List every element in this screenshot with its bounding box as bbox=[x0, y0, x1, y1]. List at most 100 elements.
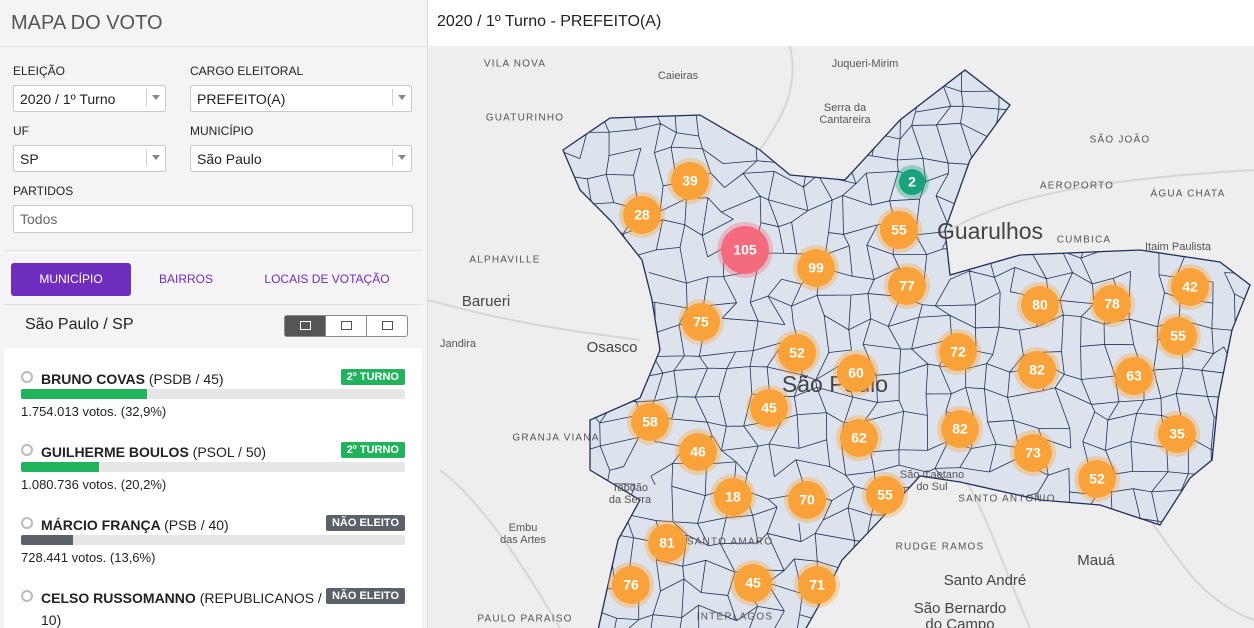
select[interactable]: SP bbox=[13, 145, 166, 172]
cluster[interactable]: 2 bbox=[895, 165, 929, 199]
vote-bar-track bbox=[21, 535, 405, 545]
place-label: GRANJA VIANA bbox=[512, 433, 599, 444]
place-label: RUDGE RAMOS bbox=[896, 542, 985, 553]
cluster-circle bbox=[1158, 415, 1196, 453]
cluster[interactable]: 77 bbox=[884, 263, 930, 309]
cluster[interactable]: 58 bbox=[627, 399, 673, 445]
cluster[interactable]: 60 bbox=[833, 350, 879, 396]
cluster-count: 55 bbox=[877, 487, 893, 503]
app-title: MAPA DO VOTO bbox=[11, 12, 163, 34]
cluster[interactable]: 42 bbox=[1167, 264, 1213, 310]
cluster-count: 52 bbox=[789, 345, 805, 361]
cluster[interactable]: 55 bbox=[1155, 313, 1201, 359]
select-value: PREFEITO(A) bbox=[197, 91, 286, 107]
cluster-circle bbox=[648, 524, 686, 562]
status-badge: NÃO ELEITO bbox=[325, 515, 405, 531]
cluster[interactable]: 82 bbox=[1014, 347, 1060, 393]
cluster[interactable]: 78 bbox=[1089, 281, 1135, 327]
cluster[interactable]: 35 bbox=[1154, 411, 1200, 457]
place-label: da Serra bbox=[609, 494, 652, 506]
place-label: Embu bbox=[509, 522, 538, 534]
place-label: Itaim Paulista bbox=[1145, 241, 1212, 253]
cluster[interactable]: 71 bbox=[794, 562, 840, 608]
view-button[interactable] bbox=[285, 316, 326, 336]
cluster[interactable]: 45 bbox=[746, 385, 792, 431]
cluster-count: 45 bbox=[745, 575, 761, 591]
cluster-count: 63 bbox=[1126, 368, 1142, 384]
party-input[interactable]: Todos bbox=[13, 205, 413, 233]
place-label: Serra da bbox=[824, 102, 867, 114]
cluster[interactable]: 80 bbox=[1017, 282, 1063, 328]
cluster[interactable]: 75 bbox=[678, 299, 724, 345]
vote-bar-track bbox=[21, 389, 405, 399]
vote-count: 1.080.736 votos. (20,2%) bbox=[21, 477, 167, 492]
cluster-count: 81 bbox=[659, 535, 675, 551]
cluster[interactable]: 52 bbox=[774, 330, 820, 376]
cluster-circle bbox=[939, 333, 977, 371]
select-arrow bbox=[146, 89, 165, 106]
cluster[interactable]: 52 bbox=[1074, 456, 1120, 502]
map[interactable]: VILA NOVA Caieiras Juqueri-Mirim GUATURINHO… bbox=[428, 46, 1254, 628]
cluster[interactable]: 73 bbox=[1010, 430, 1056, 476]
tab-municipio[interactable]: MUNICÍPIO bbox=[11, 263, 131, 296]
cluster-circle bbox=[1159, 317, 1197, 355]
cluster[interactable]: 70 bbox=[784, 477, 830, 523]
cluster-circle bbox=[721, 226, 769, 274]
place-label: SANTO ANTONIO bbox=[958, 494, 1055, 505]
cluster[interactable]: 82 bbox=[937, 406, 983, 452]
cluster-circle bbox=[880, 211, 918, 249]
cluster[interactable]: 72 bbox=[935, 329, 981, 375]
place-label: GUATURINHO bbox=[486, 113, 564, 124]
vote-count: 728.441 votos. (13,6%) bbox=[21, 550, 156, 565]
cluster[interactable]: 55 bbox=[862, 472, 908, 518]
cluster-count: 77 bbox=[899, 278, 915, 294]
cluster[interactable]: 81 bbox=[644, 520, 690, 566]
cluster[interactable]: 46 bbox=[675, 429, 721, 475]
candidate-party: (REPUBLICANOS / 10) bbox=[41, 590, 322, 628]
candidate-name: CELSO RUSSOMANNO (REPUBLICANOS / 10) bbox=[41, 587, 331, 628]
cluster[interactable]: 28 bbox=[619, 192, 665, 238]
cluster[interactable]: 18 bbox=[710, 474, 756, 520]
vote-bar bbox=[21, 535, 74, 545]
vote-count: 1.754.013 votos. (32,9%) bbox=[21, 404, 167, 419]
select[interactable]: 2020 / 1º Turno bbox=[13, 85, 166, 112]
cluster-circle bbox=[837, 354, 875, 392]
candidate-name-text: CELSO RUSSOMANNO bbox=[41, 590, 196, 606]
cluster-circle bbox=[941, 410, 979, 448]
select[interactable]: PREFEITO(A) bbox=[190, 85, 412, 112]
candidate-list: BRUNO COVAS (PSDB / 45) 2º TURNO 1.754.013… bbox=[4, 348, 422, 628]
cluster[interactable]: 45 bbox=[730, 560, 776, 606]
cluster-circle bbox=[734, 564, 772, 602]
cluster-circle bbox=[714, 478, 752, 516]
cluster-count: 46 bbox=[690, 444, 706, 460]
tab-bairros[interactable]: BAIRROS bbox=[158, 272, 213, 286]
view-button[interactable] bbox=[326, 316, 367, 336]
cluster[interactable]: 63 bbox=[1111, 353, 1157, 399]
tab-locais[interactable]: LOCAIS DE VOTAÇÃO bbox=[264, 272, 390, 286]
select-arrow bbox=[392, 89, 411, 106]
candidate-party: (PSB / 40) bbox=[164, 517, 229, 533]
view-button[interactable] bbox=[367, 316, 408, 336]
cluster-count: 55 bbox=[891, 222, 907, 238]
place-label: ALPHAVILLE bbox=[469, 255, 540, 266]
candidate-party: (PSDB / 45) bbox=[148, 371, 224, 387]
cluster-count: 35 bbox=[1169, 426, 1185, 442]
select[interactable]: São Paulo bbox=[190, 145, 412, 172]
select-value: SP bbox=[20, 151, 39, 167]
select-value: São Paulo bbox=[197, 151, 262, 167]
field-label: UF bbox=[13, 124, 29, 138]
place-label: Juqueri-Mirim bbox=[832, 58, 899, 70]
cluster[interactable]: 76 bbox=[608, 562, 654, 608]
cluster[interactable]: 55 bbox=[876, 207, 922, 253]
place-label: das Artes bbox=[500, 534, 546, 546]
place-label: VILA NOVA bbox=[484, 59, 546, 70]
cluster[interactable]: 105 bbox=[717, 222, 773, 278]
cluster-count: 18 bbox=[725, 489, 741, 505]
cluster[interactable]: 39 bbox=[667, 158, 713, 204]
status-badge: 2º TURNO bbox=[340, 442, 405, 458]
candidate-name-text: MÁRCIO FRANÇA bbox=[41, 517, 161, 533]
cluster[interactable]: 99 bbox=[793, 245, 839, 291]
cluster-circle bbox=[1171, 268, 1209, 306]
sidebar-header: MAPA DO VOTO bbox=[0, 0, 427, 47]
cluster[interactable]: 62 bbox=[836, 415, 882, 461]
